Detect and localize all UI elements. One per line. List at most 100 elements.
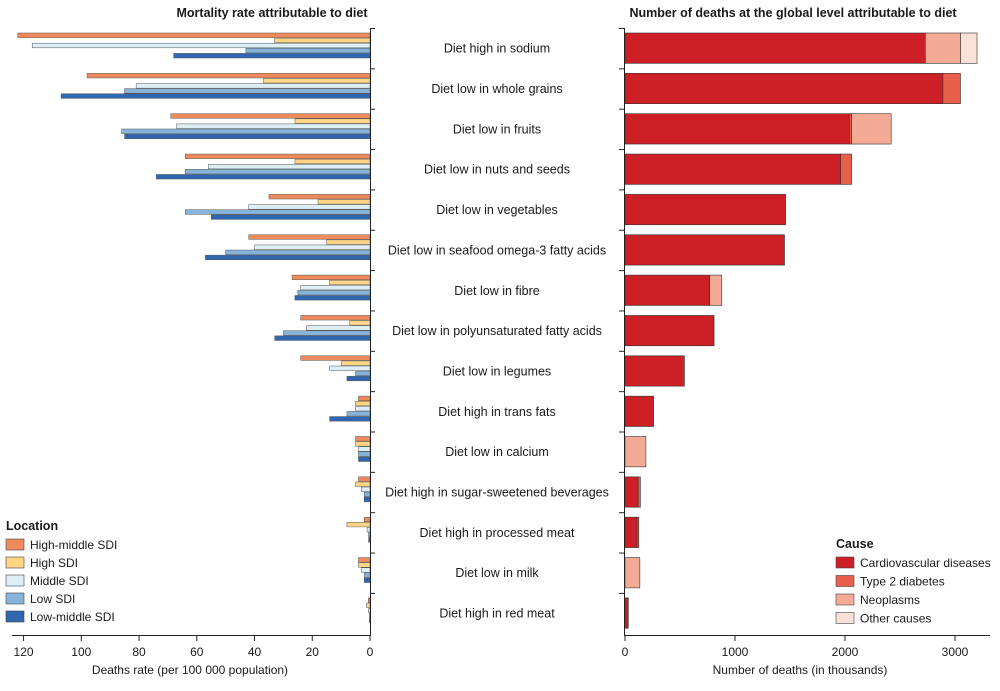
left-bar-high-middle-sdi-diet-high-in-sugar-sweetened-beverages (358, 476, 371, 482)
legend-label-middle-sdi: Middle SDI (30, 574, 89, 588)
left-bar-high-middle-sdi-diet-high-in-processed-meat (363, 516, 371, 523)
left-bar-high-sdi-diet-low-in-whole-grains (262, 78, 371, 84)
right-x-tick-label: 2000 (832, 645, 859, 659)
left-bar-low-sdi-diet-low-in-vegetables (184, 209, 371, 215)
left-bar-middle-sdi-diet-low-in-vegetables (248, 204, 371, 210)
left-x-tick-label: 80 (132, 645, 146, 659)
legend-swatch-neoplasms (835, 593, 855, 606)
left-bar-high-middle-sdi-diet-low-in-fibre (291, 274, 371, 280)
left-bar-high-sdi-diet-low-in-fibre (329, 279, 371, 286)
legend-label-low-middle-sdi: Low-middle SDI (30, 610, 115, 624)
right-bar-cardiovascular-diseases-diet-low-in-whole-grains (624, 73, 944, 104)
left-bar-low-sdi-diet-low-in-whole-grains (124, 88, 371, 94)
right-bar-neoplasms-diet-low-in-fibre (709, 274, 723, 306)
left-bar-low-middle-sdi-diet-low-in-nuts-and-seeds (156, 174, 371, 180)
left-x-tick-label: 120 (14, 645, 34, 659)
left-bar-low-middle-sdi-diet-low-in-milk (363, 577, 371, 583)
cause-legend: Cause Cardiovascular diseases Type 2 diab… (835, 537, 991, 626)
right-bar-cardiovascular-diseases-diet-low-in-legumes (624, 355, 685, 387)
left-bar-low-sdi-diet-low-in-nuts-and-seeds (184, 169, 371, 175)
right-x-tick-label: 1000 (722, 645, 749, 659)
legend-swatch-middle-sdi (5, 574, 25, 587)
left-bar-high-sdi-diet-low-in-calcium (355, 441, 371, 447)
left-bar-middle-sdi-diet-high-in-sugar-sweetened-beverages (361, 486, 371, 492)
left-x-tick-label: 100 (71, 645, 91, 659)
left-bar-middle-sdi-diet-low-in-calcium (358, 446, 371, 452)
right-x-axis-label: Number of deaths (in thousands) (713, 663, 888, 677)
category-label-diet-low-in-nuts-and-seeds: Diet low in nuts and seeds (424, 163, 570, 177)
legend-label-high-middle-sdi: High-middle SDI (30, 538, 117, 552)
left-panel-title: Mortality rate attributable to diet (177, 6, 369, 20)
right-bar-neoplasms-diet-low-in-fruits (851, 113, 892, 145)
category-label-diet-low-in-seafood-omega-3-fatty-acids: Diet low in seafood omega-3 fatty acids (388, 243, 606, 257)
left-x-tick-label: 60 (190, 645, 204, 659)
category-label-diet-low-in-polyunsaturated-fatty-acids: Diet low in polyunsaturated fatty acids (392, 324, 602, 338)
legend-label-low-sdi: Low SDI (30, 592, 75, 606)
right-bar-cardiovascular-diseases-diet-low-in-seafood-omega-3-fatty-acids (624, 234, 785, 266)
right-bar-type-2-diabetes-diet-low-in-whole-grains (942, 73, 961, 104)
left-bar-middle-sdi-diet-low-in-milk (361, 567, 371, 573)
category-label-diet-high-in-sugar-sweetened-beverages: Diet high in sugar-sweetened beverages (385, 486, 609, 500)
right-bar-neoplasms-diet-low-in-calcium (624, 436, 647, 468)
right-bar-neoplasms-diet-high-in-sodium (924, 32, 961, 64)
category-labels: Diet high in sodium Diet low in whole gra… (385, 42, 609, 621)
left-bar-low-middle-sdi-diet-low-in-fibre (294, 295, 371, 301)
left-x-tick-label: 20 (306, 645, 320, 659)
left-bar-high-sdi-diet-high-in-processed-meat (346, 522, 371, 528)
left-bar-high-sdi-diet-high-in-sugar-sweetened-beverages (355, 481, 371, 487)
category-label-diet-low-in-calcium: Diet low in calcium (445, 445, 549, 459)
left-bar-high-middle-sdi-diet-low-in-milk (358, 557, 371, 563)
left-bar-low-sdi-diet-low-in-polyunsaturated-fatty-acids (283, 330, 371, 336)
left-bar-high-middle-sdi-diet-low-in-fruits (170, 113, 371, 119)
left-bar-low-middle-sdi-diet-low-in-legumes (346, 375, 371, 382)
left-bar-low-middle-sdi-diet-low-in-fruits (124, 133, 371, 139)
category-label-diet-low-in-vegetables: Diet low in vegetables (436, 203, 558, 217)
right-bar-cardiovascular-diseases-diet-high-in-trans-fats (624, 395, 654, 427)
right-bar-cardiovascular-diseases-diet-high-in-processed-meat (624, 516, 638, 548)
legend-swatch-other-causes (835, 612, 855, 624)
location-legend-title: Location (6, 519, 58, 533)
right-y-tick-marks (619, 28, 625, 594)
left-bar-high-middle-sdi-diet-low-in-legumes (300, 355, 371, 361)
left-bar-low-middle-sdi-diet-low-in-vegetables (210, 214, 371, 220)
left-bar-low-sdi-diet-low-in-legumes (355, 370, 371, 376)
left-bar-high-sdi-diet-low-in-seafood-omega-3-fatty-acids (326, 239, 371, 245)
category-label-diet-high-in-red-meat: Diet high in red meat (439, 607, 555, 621)
legend-swatch-low-middle-sdi (5, 610, 25, 623)
left-bar-high-sdi-diet-low-in-polyunsaturated-fatty-acids (349, 320, 371, 326)
left-bar-middle-sdi-diet-low-in-polyunsaturated-fatty-acids (306, 325, 371, 331)
left-bar-low-sdi-diet-low-in-fruits (121, 128, 371, 134)
legend-label-neoplasms: Neoplasms (860, 593, 920, 607)
left-bar-high-middle-sdi-diet-low-in-calcium (355, 436, 371, 442)
left-bar-low-middle-sdi-diet-high-in-sodium (173, 53, 371, 59)
left-bar-high-middle-sdi-diet-low-in-nuts-and-seeds (184, 153, 371, 159)
location-legend: Location High-middle SDI High SDI Middle S… (5, 519, 117, 624)
right-bar-cardiovascular-diseases-diet-low-in-fruits (624, 113, 850, 145)
legend-label-cardiovascular-diseases: Cardiovascular diseases (860, 556, 991, 570)
right-bar-cardiovascular-diseases-diet-high-in-sugar-sweetened-beverages (624, 476, 639, 508)
right-bar-cardiovascular-diseases-diet-high-in-red-meat (624, 597, 628, 629)
legend-label-type-2-diabetes: Type 2 diabetes (860, 575, 945, 589)
category-label-diet-low-in-fruits: Diet low in fruits (453, 122, 541, 136)
category-label-diet-high-in-sodium: Diet high in sodium (444, 42, 550, 56)
right-bar-cardiovascular-diseases-diet-low-in-fibre (624, 274, 710, 306)
left-bar-middle-sdi-diet-low-in-whole-grains (135, 83, 371, 89)
left-bar-low-sdi-diet-low-in-milk (363, 572, 371, 578)
left-bar-middle-sdi-diet-low-in-fibre (300, 285, 371, 291)
right-bar-type-2-diabetes-diet-low-in-nuts-and-seeds (840, 153, 852, 185)
right-bar-type-2-diabetes-diet-high-in-red-meat (627, 597, 629, 629)
left-bar-high-middle-sdi-diet-high-in-red-meat (368, 597, 371, 603)
left-bar-high-sdi-diet-high-in-red-meat (366, 602, 371, 608)
right-bar-neoplasms-diet-low-in-milk (624, 557, 641, 589)
category-label-diet-low-in-whole-grains: Diet low in whole grains (431, 82, 562, 96)
legend-swatch-type-2-diabetes (835, 575, 855, 587)
category-label-diet-high-in-processed-meat: Diet high in processed meat (420, 526, 575, 540)
category-label-diet-low-in-milk: Diet low in milk (455, 566, 539, 580)
left-bar-low-middle-sdi-diet-low-in-seafood-omega-3-fatty-acids (205, 254, 371, 260)
left-bar-middle-sdi-diet-high-in-trans-fats (355, 406, 371, 412)
left-bar-low-middle-sdi-diet-high-in-sugar-sweetened-beverages (363, 497, 371, 503)
legend-label-other-causes: Other causes (860, 612, 931, 626)
left-bar-middle-sdi-diet-low-in-legumes (329, 365, 371, 371)
right-bar-cardiovascular-diseases-diet-low-in-polyunsaturated-fatty-acids (624, 315, 715, 347)
left-bar-high-sdi-diet-low-in-legumes (340, 360, 371, 366)
